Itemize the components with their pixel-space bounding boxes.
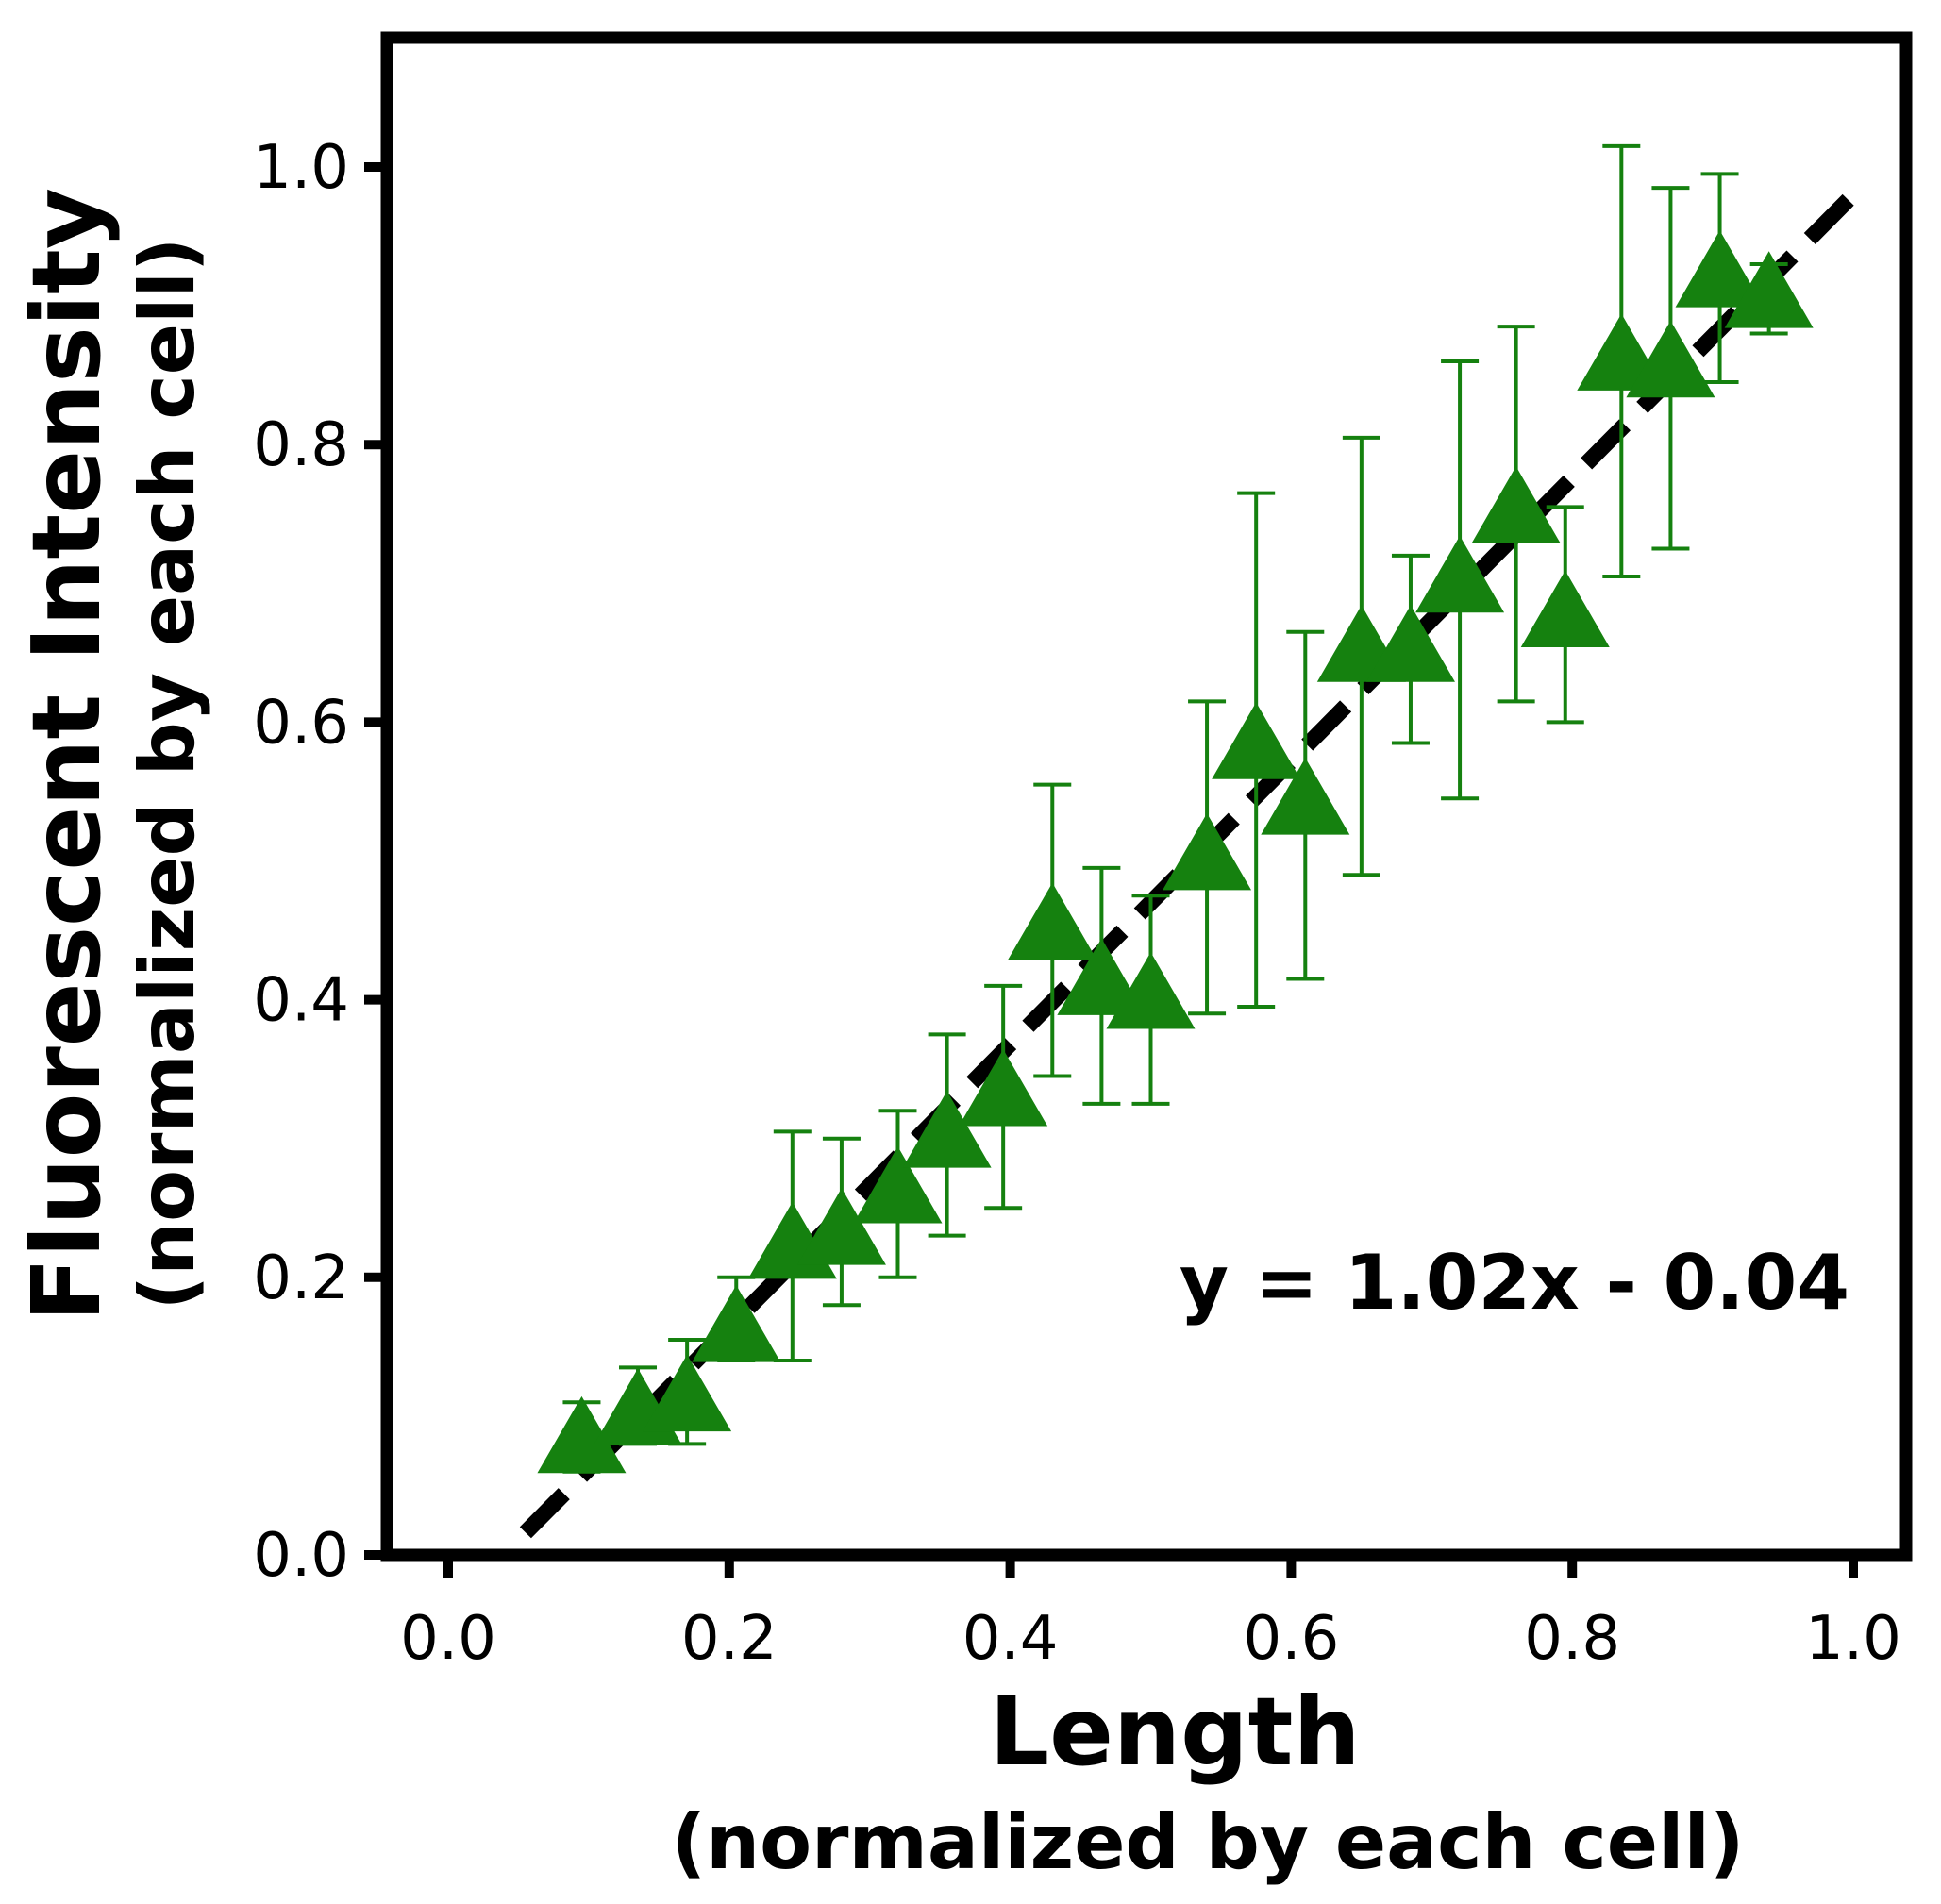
- triangle-marker: [537, 1395, 627, 1474]
- y-tick-label: 0.2: [253, 1244, 349, 1313]
- triangle-marker: [1261, 758, 1350, 835]
- y-axis-title: Fluorescent Intensity: [11, 188, 122, 1322]
- triangle-marker: [1106, 952, 1196, 1029]
- x-tick-label: 0.6: [1244, 1604, 1340, 1674]
- triangle-marker: [1626, 320, 1715, 398]
- triangle-marker: [1008, 882, 1097, 960]
- triangle-marker: [1675, 230, 1765, 308]
- triangle-marker: [1520, 570, 1610, 648]
- fit-equation-label: y = 1.02x - 0.04: [1180, 1239, 1849, 1327]
- triangle-marker: [1415, 535, 1505, 613]
- y-tick-label: 1.0: [253, 133, 349, 203]
- x-tick-label: 0.8: [1524, 1604, 1620, 1674]
- triangle-marker: [1365, 605, 1455, 682]
- triangle-marker: [692, 1285, 781, 1362]
- x-tick-label: 0.0: [400, 1604, 496, 1674]
- triangle-marker: [643, 1354, 732, 1432]
- y-axis-ticks: 0.0 0.2 0.4 0.6 0.8 1.0: [253, 133, 387, 1591]
- triangle-marker: [1724, 251, 1814, 328]
- x-axis-title: Length: [989, 1677, 1360, 1787]
- data-markers: [537, 230, 1814, 1474]
- triangle-marker: [853, 1146, 943, 1224]
- triangle-marker: [796, 1188, 886, 1265]
- triangle-marker: [1471, 466, 1561, 543]
- triangle-marker: [1163, 813, 1252, 891]
- x-tick-label: 1.0: [1805, 1604, 1901, 1674]
- triangle-marker: [1057, 938, 1146, 1015]
- x-tick-label: 0.2: [681, 1604, 778, 1674]
- x-axis-ticks: 0.0 0.2 0.4 0.6 0.8 1.0: [400, 1555, 1901, 1674]
- y-tick-label: 0.6: [253, 688, 349, 758]
- triangle-marker: [1212, 702, 1301, 779]
- x-tick-label: 0.4: [962, 1604, 1059, 1674]
- y-tick-label: 0.4: [253, 966, 349, 1036]
- plot-frame: [380, 31, 1913, 1562]
- y-tick-label: 0.8: [253, 410, 349, 480]
- triangle-marker: [902, 1091, 992, 1168]
- triangle-marker: [959, 1049, 1048, 1127]
- y-tick-label: 0.0: [253, 1521, 349, 1591]
- y-axis-subtitle: (normalized by each cell): [124, 238, 211, 1311]
- x-axis-subtitle: (normalized by each cell): [672, 1798, 1745, 1886]
